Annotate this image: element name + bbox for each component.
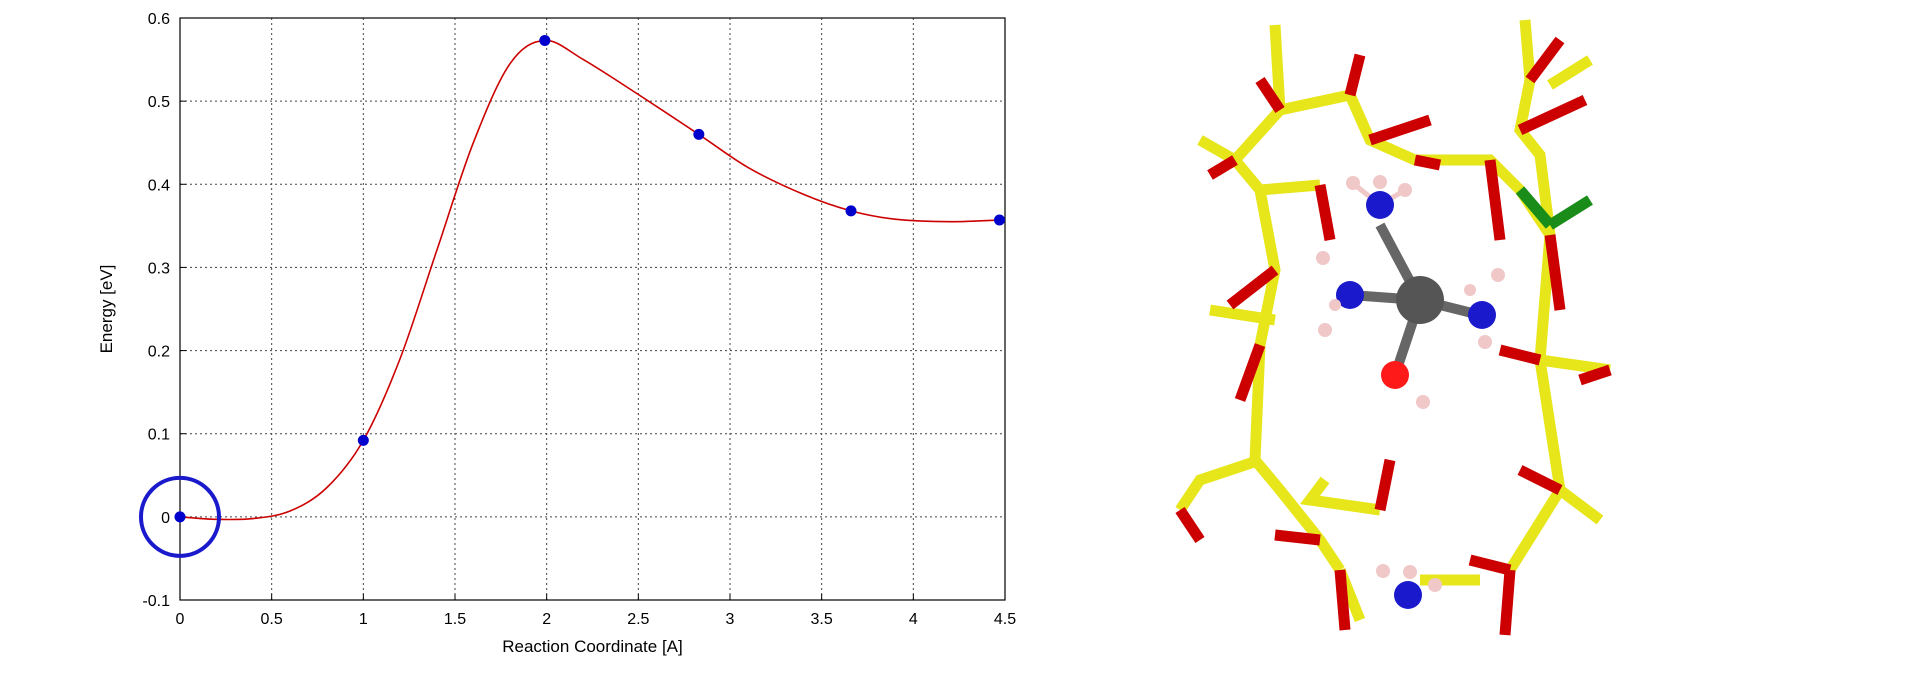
framework-bond — [1505, 19, 1566, 573]
hydrogen-atom — [1329, 299, 1341, 311]
x-tick-label: 2 — [542, 611, 551, 628]
framework-bond — [1544, 234, 1566, 311]
framework-bond — [1413, 154, 1442, 171]
hydrogen-atom — [1346, 176, 1360, 190]
zeolite-framework — [1175, 19, 1612, 636]
hydrogen-atom — [1373, 175, 1387, 189]
plot-frame — [179, 17, 1006, 601]
framework-bond — [1226, 265, 1279, 310]
data-point — [539, 34, 551, 46]
data-point — [693, 128, 705, 140]
framework-bond — [1274, 529, 1321, 546]
x-tick-label: 0 — [176, 611, 185, 628]
framework-bond — [1374, 458, 1396, 512]
framework-bond — [1547, 195, 1593, 230]
y-axis-label: Energy [eV] — [97, 265, 116, 354]
framework-bond — [1255, 76, 1285, 114]
nitrogen-atom — [1468, 301, 1496, 329]
metal-complex — [1316, 175, 1505, 609]
hydrogen-atom — [1491, 268, 1505, 282]
oxygen-atom — [1381, 361, 1409, 389]
framework-bond — [1525, 36, 1565, 84]
framework-bond — [1556, 485, 1604, 525]
framework-bond — [1314, 184, 1336, 241]
nitrogen-atom — [1394, 581, 1422, 609]
framework-bond — [1175, 506, 1205, 544]
framework-bond — [1515, 186, 1555, 229]
y-tick-label: 0 — [161, 510, 170, 527]
metal-atom — [1396, 276, 1444, 324]
x-tick-label: 3 — [726, 611, 735, 628]
hydrogen-atom — [1376, 564, 1390, 578]
data-point — [357, 434, 369, 446]
framework-bond — [1334, 569, 1351, 631]
x-tick-label: 4.5 — [994, 611, 1016, 628]
nitrogen-atom — [1336, 281, 1364, 309]
x-tick-label: 4 — [909, 611, 918, 628]
energy-profile-chart: 0 0.5 1 1.5 2 2.5 3 3.5 4 4.5 -0.1 0 0.1 0.2 0.3 0.4 0.… — [97, 11, 1017, 656]
data-point — [845, 205, 857, 217]
data-point — [174, 511, 186, 523]
y-tick-label: 0.2 — [148, 344, 170, 361]
hydrogen-atom — [1478, 335, 1492, 349]
energy-curve — [179, 39, 1000, 521]
framework-bond — [1517, 465, 1563, 495]
y-tick-label: 0.5 — [148, 94, 170, 111]
hydrogen-atom — [1428, 578, 1442, 592]
x-tick-label: 1.5 — [444, 611, 466, 628]
y-tick-label: 0.6 — [148, 11, 170, 28]
x-axis-label: Reaction Coordinate [A] — [502, 637, 683, 656]
framework-bond — [1517, 95, 1588, 135]
framework-bond — [1197, 135, 1238, 165]
framework-bond — [1227, 24, 1345, 574]
framework-bond — [1499, 569, 1516, 636]
framework-bond — [1468, 554, 1512, 576]
framework-bond — [1209, 304, 1276, 326]
hydrogen-atom — [1403, 565, 1417, 579]
data-points — [174, 34, 1005, 523]
framework-bond — [1259, 179, 1321, 196]
hydrogen-atom — [1318, 323, 1332, 337]
framework-bond — [1344, 53, 1366, 97]
nitrogen-atom — [1366, 191, 1394, 219]
x-tick-label: 1 — [359, 611, 368, 628]
grid-lines — [179, 17, 1006, 601]
framework-bond — [1234, 343, 1266, 402]
framework-bond — [1300, 476, 1381, 516]
hydrogen-atom — [1398, 183, 1412, 197]
data-point — [994, 214, 1005, 226]
framework-bond — [1547, 55, 1593, 90]
x-tick-label: 3.5 — [811, 611, 833, 628]
hydrogen-atom — [1416, 395, 1430, 409]
x-tick-label: 0.5 — [261, 611, 283, 628]
y-tick-label: 0.4 — [148, 177, 170, 194]
x-tick-label: 2.5 — [627, 611, 649, 628]
framework-bond — [1578, 364, 1612, 386]
framework-bond — [1207, 155, 1238, 180]
hydrogen-atom — [1464, 284, 1476, 296]
y-tick-label: -0.1 — [142, 593, 170, 610]
hydrogen-atom — [1316, 251, 1330, 265]
x-tick-labels: 0 0.5 1 1.5 2 2.5 3 3.5 4 4.5 — [176, 611, 1017, 628]
framework-bond — [1368, 114, 1432, 146]
y-tick-label: 0.1 — [148, 427, 170, 444]
current-point-highlight — [139, 475, 221, 558]
y-tick-labels: -0.1 0 0.1 0.2 0.3 0.4 0.5 0.6 — [142, 11, 170, 610]
framework-bond — [1484, 159, 1506, 241]
molecular-structure-view — [1175, 19, 1612, 636]
y-tick-label: 0.3 — [148, 260, 170, 277]
framework-bond — [1175, 454, 1262, 514]
framework-bond — [1498, 344, 1542, 366]
